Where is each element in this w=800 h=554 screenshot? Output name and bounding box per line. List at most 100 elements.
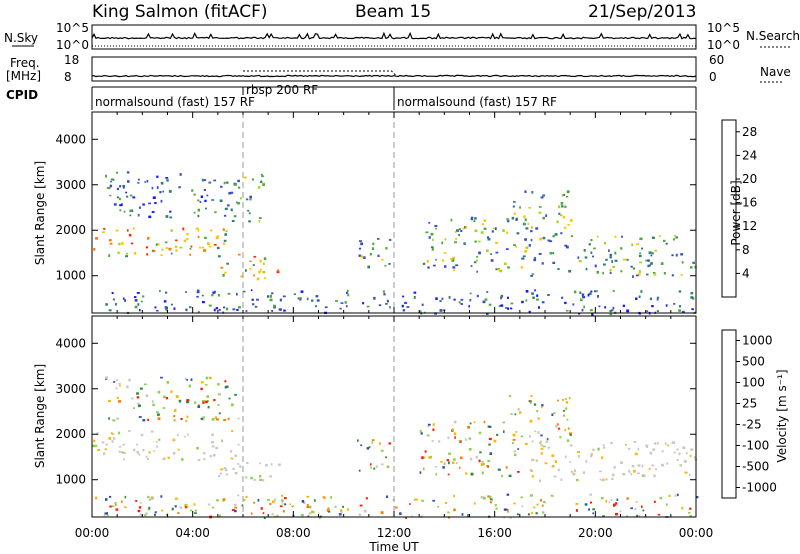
- echo-cell: [531, 292, 534, 295]
- echo-cell: [592, 508, 595, 511]
- echo-cell: [647, 259, 650, 262]
- echo-cell: [608, 249, 610, 252]
- echo-cell: [529, 419, 533, 423]
- echo-cell: [540, 499, 542, 502]
- echo-cell: [619, 510, 622, 513]
- echo-cell: [620, 247, 623, 250]
- echo-cell: [563, 226, 567, 229]
- echo-cell: [135, 500, 138, 502]
- echo-cell: [563, 193, 566, 196]
- echo-cell: [301, 500, 305, 503]
- echo-cell: [394, 506, 398, 509]
- echo-cell: [470, 472, 474, 476]
- echo-cell: [108, 437, 112, 440]
- echo-cell: [426, 434, 430, 437]
- echo-region: [419, 420, 520, 478]
- echo-cell: [422, 467, 425, 471]
- echo-cell: [650, 254, 653, 257]
- echo-cell: [136, 396, 140, 399]
- echo-cell: [111, 440, 114, 443]
- echo-cell: [164, 241, 168, 244]
- echo-cell: [458, 234, 460, 237]
- echo-cell: [653, 500, 656, 503]
- echo-cell: [377, 238, 380, 240]
- echo-cell: [202, 246, 205, 249]
- echo-cell: [611, 260, 614, 263]
- echo-cell: [493, 439, 497, 443]
- echo-cell: [315, 295, 319, 298]
- echo-cell: [106, 512, 108, 515]
- echo-cell: [564, 428, 567, 432]
- echo-cell: [156, 309, 159, 312]
- echo-cell: [583, 249, 586, 252]
- echo-cell: [142, 419, 146, 422]
- echo-cell: [261, 175, 264, 178]
- echo-cell: [530, 494, 533, 497]
- echo-cell: [564, 301, 567, 305]
- echo-region: [94, 493, 699, 519]
- echo-cell: [222, 274, 225, 277]
- echo-cell: [281, 502, 284, 505]
- echo-cell: [152, 403, 155, 407]
- echo-cell: [237, 202, 241, 205]
- echo-cell: [520, 435, 524, 438]
- echo-cell: [570, 235, 574, 238]
- echo-cell: [103, 227, 106, 230]
- echo-cell: [467, 514, 470, 517]
- echo-cell: [265, 464, 268, 467]
- echo-cell: [311, 510, 314, 514]
- echo-cell: [165, 177, 169, 179]
- echo-cell: [556, 220, 559, 224]
- echo-cell: [657, 513, 661, 516]
- echo-cell: [213, 399, 216, 402]
- nave-tick-high: 60: [709, 53, 724, 67]
- echo-cell: [163, 395, 166, 399]
- echo-cell: [612, 266, 615, 268]
- echo-cell: [452, 266, 456, 269]
- echo-cell: [225, 307, 229, 311]
- echo-cell: [143, 383, 147, 386]
- echo-cell: [564, 244, 568, 247]
- echo-cell: [504, 262, 507, 265]
- echo-cell: [116, 379, 118, 382]
- echo-cell: [690, 296, 694, 299]
- echo-cell: [557, 468, 560, 472]
- echo-cell: [646, 273, 649, 276]
- echo-cell: [385, 303, 388, 305]
- echo-cell: [639, 261, 643, 264]
- echo-cell: [535, 459, 538, 462]
- echo-cell: [189, 247, 192, 250]
- echo-cell: [483, 219, 487, 222]
- echo-cell: [495, 241, 498, 244]
- echo-cell: [569, 444, 573, 447]
- echo-cell: [651, 236, 655, 239]
- echo-cell: [218, 308, 221, 312]
- echo-cell: [609, 268, 612, 272]
- echo-cell: [573, 473, 576, 476]
- echo-cell: [240, 197, 242, 200]
- echo-cell: [447, 511, 450, 514]
- echo-cell: [569, 219, 573, 222]
- echo-cell: [482, 463, 485, 465]
- echo-cell: [378, 442, 381, 445]
- echo-cell: [413, 296, 416, 299]
- echo-region: [92, 430, 240, 462]
- echo-cell: [340, 509, 343, 512]
- echo-cell: [188, 384, 191, 388]
- echo-cell: [523, 215, 526, 218]
- echo-cell: [495, 227, 497, 231]
- echo-cell: [205, 383, 208, 386]
- echo-cell: [534, 289, 536, 292]
- echo-cell: [613, 465, 616, 469]
- echo-cell: [227, 204, 230, 207]
- echo-cell: [540, 447, 544, 450]
- echo-cell: [678, 309, 681, 312]
- echo-cell: [495, 251, 499, 254]
- echo-cell: [685, 452, 688, 455]
- echo-cell: [283, 309, 286, 312]
- echo-cell: [225, 385, 229, 389]
- echo-cell: [468, 448, 472, 451]
- echo-cell: [568, 269, 572, 273]
- echo-cell: [696, 496, 699, 499]
- echo-cell: [200, 387, 203, 391]
